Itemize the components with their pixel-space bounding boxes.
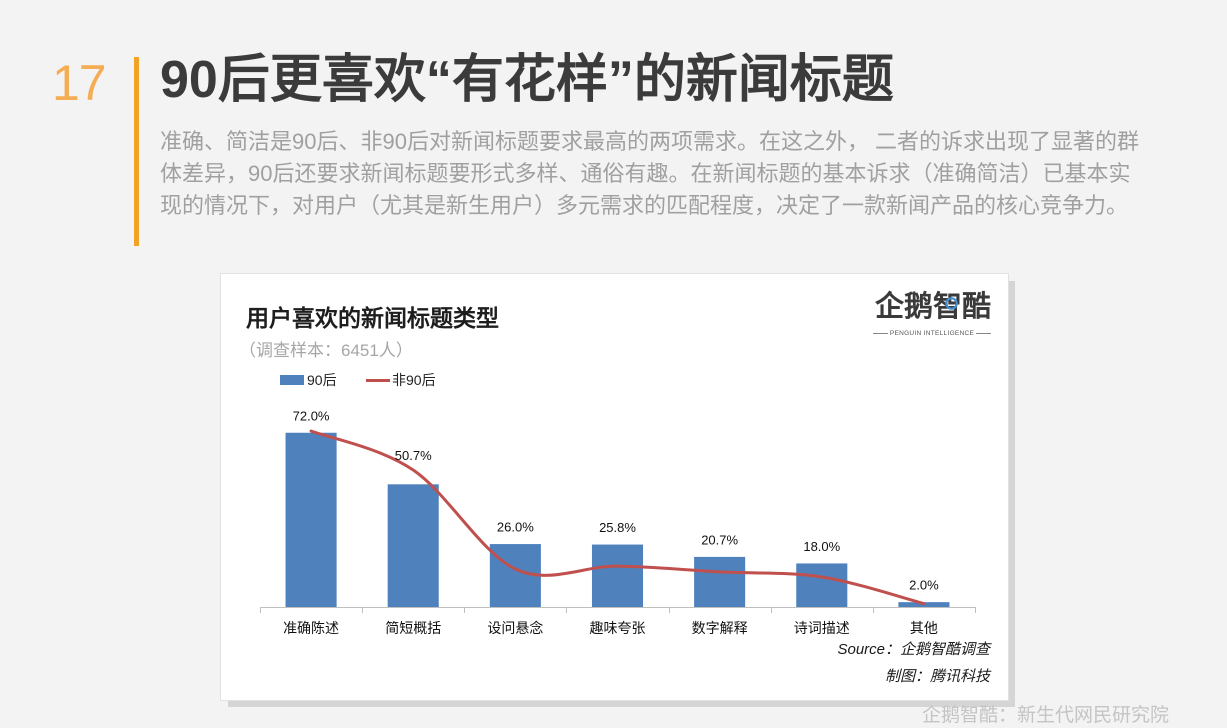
bar-data-label: 25.8% [599,520,636,535]
chart-credit: 制图：腾讯科技 [884,668,990,685]
bar-data-label: 18.0% [803,539,840,554]
tagline-text: PENGUIN INTELLIGENCE [889,329,975,337]
bar-90s [694,556,746,607]
bar-90s [796,563,848,607]
legend-label: 非90后 [392,372,436,388]
x-tick-label: 趣味夸张 [590,620,646,636]
bar-90s [591,544,644,607]
description-line: 体差异，90后还要求新闻标题要形式多样、通俗有趣。在新闻标题的基本诉求（准确简洁… [160,161,1131,186]
combo-chart: 72.0% 50.7% 26.0% 25.8% 20.7% 18.0% 2.0% 准确陈述 简短… [260,408,976,636]
footer-watermark: 企鹅智酷：新生代网民研究院 [922,705,1170,726]
x-tick-label: 其他 [910,620,938,636]
legend-bar-swatch [280,375,304,385]
x-tick-label: 数字解释 [692,620,748,636]
page-number: 17 [52,55,107,111]
chart-source: Source：企鹅智酷调查 [837,641,990,658]
brand-logo: 企鹅智酷 PENGUIN INTELLIGENCE [873,288,993,340]
chart-title: 用户喜欢的新闻标题类型 [246,305,499,331]
bar-90s [285,432,337,607]
bar-data-label: 50.7% [395,448,432,463]
x-tick-label: 简短概括 [385,620,441,636]
x-tick-label: 准确陈述 [283,620,339,636]
description-line: 现的情况下，对用户（尤其是新生用户）多元需求的匹配程度，决定了一款新闻产品的核心… [160,193,1129,218]
bar-data-label: 2.0% [909,578,939,593]
x-tick-label: 设问悬念 [487,620,543,636]
legend-item-90s: 90后 [280,371,337,389]
lens-ring-icon [945,297,958,310]
logo-wordmark: 企鹅智酷 [875,291,992,323]
logo-tagline: PENGUIN INTELLIGENCE [873,328,992,338]
description-line: 准确、简洁是90后、非90后对新闻标题要求最高的两项需求。在这之外， 二者的诉求… [160,129,1140,154]
chart-subtitle: （调查样本：6451人） [239,341,413,360]
bar-data-label: 20.7% [701,532,738,547]
line-non-90s [309,429,926,606]
x-tick-label: 诗词描述 [794,620,850,636]
chart-card: 用户喜欢的新闻标题类型 （调查样本：6451人） 企鹅智酷 PENGUIN IN… [221,274,1008,700]
tagline-rule-right [976,332,992,334]
bar-data-label: 26.0% [497,520,534,535]
accent-bar [134,57,139,246]
bar-90s [387,484,439,607]
bar-data-label: 72.0% [293,408,330,423]
slide-title: 90后更喜欢“有花样”的新闻标题 [160,51,894,109]
legend-item-non-90s: 非90后 [366,371,436,389]
slide-description: 准确、简洁是90后、非90后对新闻标题要求最高的两项需求。在这之外， 二者的诉求… [160,126,1139,222]
tagline-rule-left [873,332,888,334]
legend-label: 90后 [307,372,337,388]
legend-line-swatch [366,378,390,382]
